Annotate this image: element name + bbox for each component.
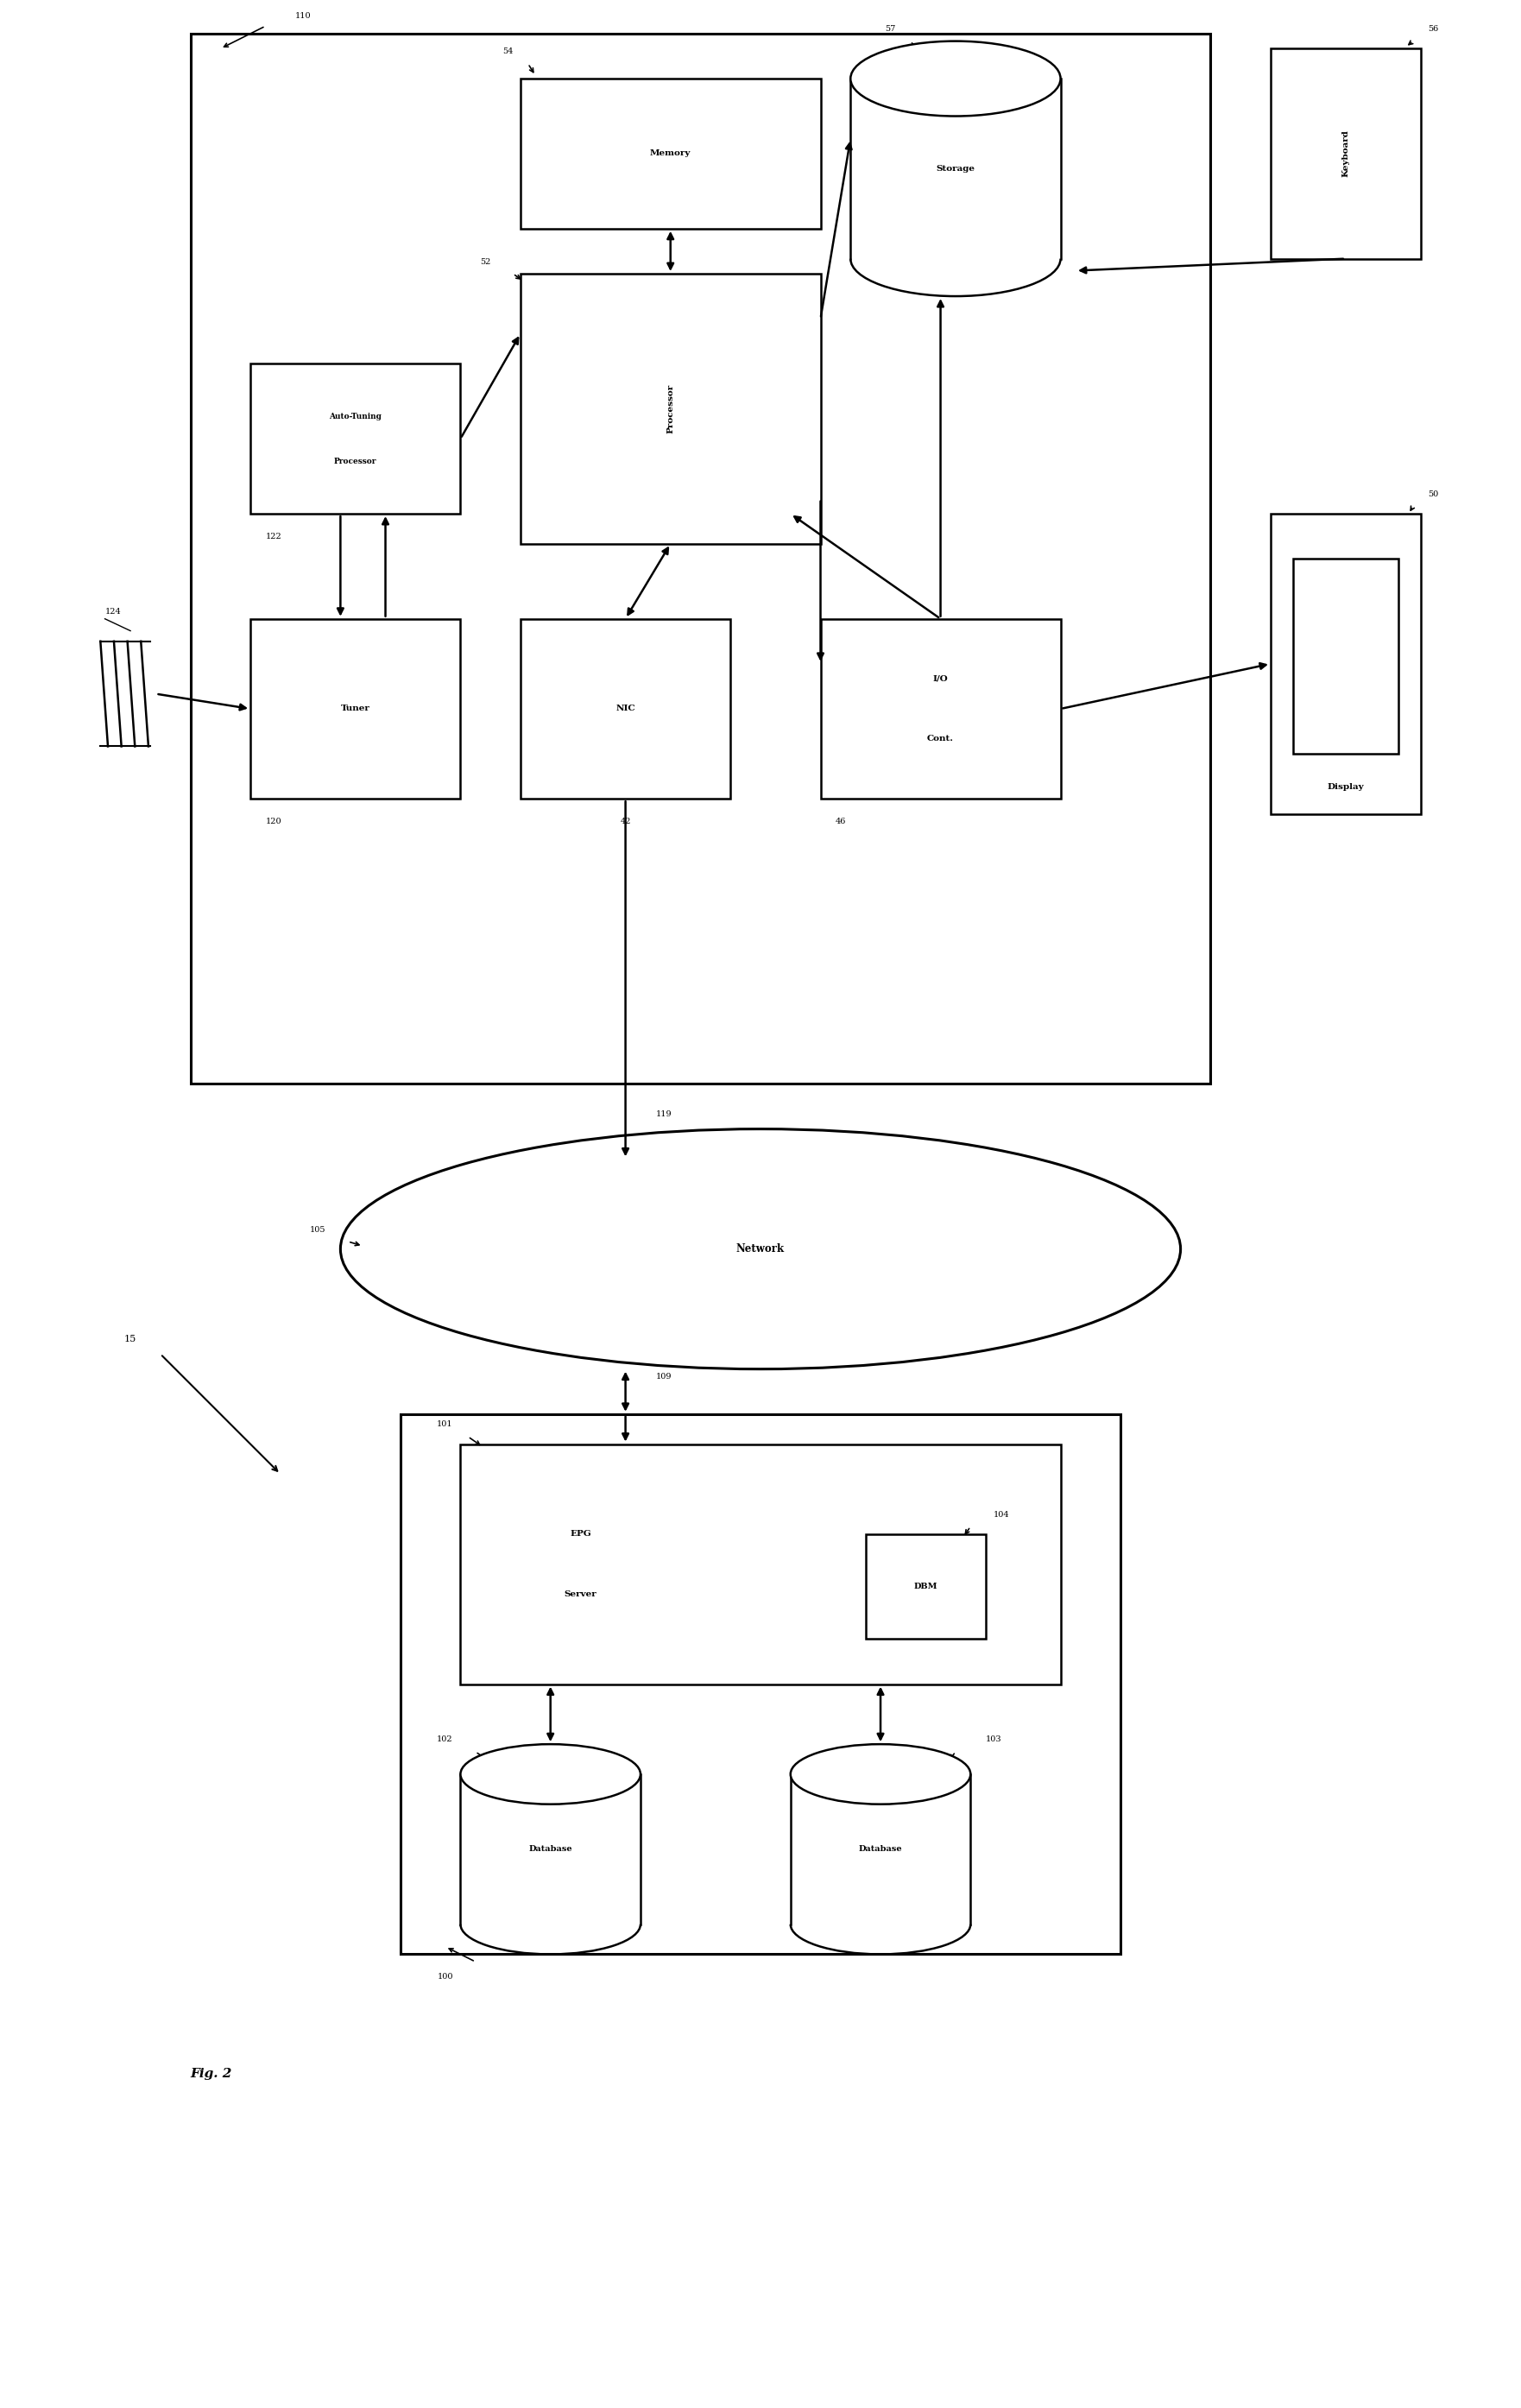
Text: 54: 54 bbox=[502, 48, 513, 55]
Ellipse shape bbox=[850, 41, 1060, 116]
Text: Processor: Processor bbox=[335, 458, 377, 465]
Ellipse shape bbox=[341, 1129, 1180, 1370]
Text: 101: 101 bbox=[437, 1421, 453, 1428]
Text: 103: 103 bbox=[986, 1736, 1002, 1743]
Text: 110: 110 bbox=[295, 12, 312, 19]
Text: NIC: NIC bbox=[616, 706, 636, 713]
Ellipse shape bbox=[461, 1743, 640, 1804]
Bar bbox=[461, 1445, 1060, 1683]
Bar bbox=[520, 79, 820, 229]
Text: 46: 46 bbox=[835, 816, 846, 826]
Text: I/O: I/O bbox=[932, 674, 948, 684]
Text: 109: 109 bbox=[656, 1373, 671, 1380]
Text: Keyboard: Keyboard bbox=[1342, 130, 1349, 178]
Bar bbox=[820, 619, 1060, 799]
Bar bbox=[865, 1534, 986, 1640]
Text: 56: 56 bbox=[1428, 24, 1439, 34]
Bar bbox=[520, 275, 820, 544]
Text: Tuner: Tuner bbox=[341, 706, 370, 713]
Text: 124: 124 bbox=[105, 607, 122, 614]
Text: 120: 120 bbox=[266, 816, 281, 826]
Ellipse shape bbox=[791, 1743, 970, 1804]
Text: Database: Database bbox=[529, 1845, 572, 1854]
Text: 119: 119 bbox=[656, 1110, 672, 1117]
Text: Cont.: Cont. bbox=[928, 734, 954, 742]
Bar bbox=[520, 619, 730, 799]
Text: Storage: Storage bbox=[935, 164, 975, 173]
Bar bbox=[400, 1413, 1121, 1955]
Text: 15: 15 bbox=[125, 1334, 137, 1344]
Bar bbox=[1270, 48, 1421, 258]
Text: DBM: DBM bbox=[914, 1582, 937, 1592]
Text: EPG: EPG bbox=[570, 1529, 592, 1539]
Text: Fig. 2: Fig. 2 bbox=[190, 2068, 233, 2081]
Bar bbox=[190, 34, 1211, 1084]
Bar bbox=[1293, 559, 1398, 754]
Text: 122: 122 bbox=[266, 532, 281, 539]
Text: Display: Display bbox=[1328, 783, 1364, 790]
Text: 105: 105 bbox=[309, 1226, 325, 1233]
Text: 102: 102 bbox=[437, 1736, 453, 1743]
Text: 57: 57 bbox=[885, 24, 896, 34]
Bar bbox=[251, 364, 461, 513]
Text: 50: 50 bbox=[1428, 491, 1439, 498]
Text: Auto-Tuning: Auto-Tuning bbox=[329, 412, 382, 419]
Bar bbox=[1270, 513, 1421, 814]
Text: Server: Server bbox=[564, 1589, 596, 1599]
Text: 52: 52 bbox=[479, 258, 490, 265]
Text: 100: 100 bbox=[438, 1972, 453, 1982]
Text: Processor: Processor bbox=[666, 383, 674, 433]
Text: Database: Database bbox=[859, 1845, 902, 1854]
Bar bbox=[251, 619, 461, 799]
Text: Network: Network bbox=[736, 1243, 785, 1255]
Text: 42: 42 bbox=[621, 816, 631, 826]
Text: Memory: Memory bbox=[649, 149, 691, 157]
Text: 104: 104 bbox=[993, 1510, 1008, 1519]
